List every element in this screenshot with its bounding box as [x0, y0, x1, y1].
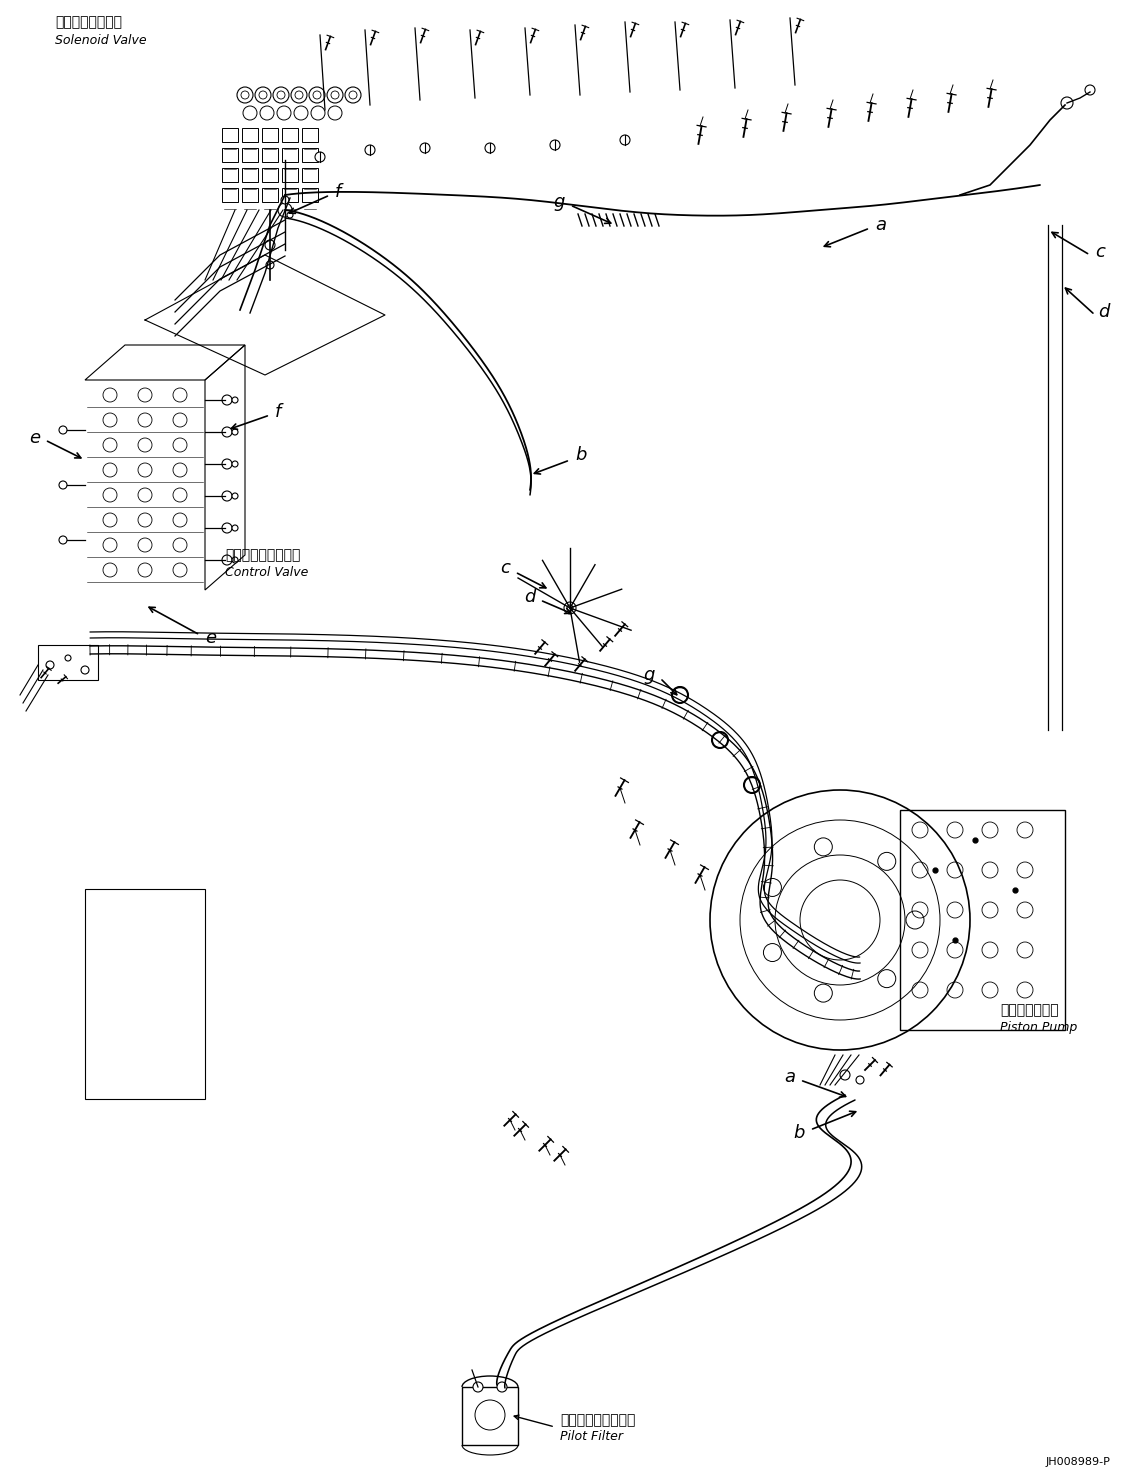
Text: e: e: [29, 429, 40, 447]
Circle shape: [287, 211, 293, 217]
Text: Piston Pump: Piston Pump: [1000, 1022, 1077, 1034]
Text: Pilot Filter: Pilot Filter: [560, 1430, 623, 1444]
Circle shape: [840, 1069, 850, 1080]
Bar: [302, 188, 318, 203]
Text: コントロールバルブ: コントロールバルブ: [225, 549, 301, 562]
Circle shape: [222, 524, 232, 532]
Circle shape: [265, 240, 275, 250]
Circle shape: [81, 666, 89, 674]
Circle shape: [550, 141, 560, 149]
Circle shape: [365, 145, 375, 155]
Bar: [242, 148, 258, 163]
Circle shape: [232, 558, 238, 563]
Text: d: d: [1098, 303, 1110, 321]
Circle shape: [232, 429, 238, 435]
Text: ソレノイドバルブ: ソレノイドバルブ: [55, 15, 122, 30]
Bar: [282, 129, 298, 142]
Circle shape: [419, 143, 430, 152]
Circle shape: [232, 525, 238, 531]
Circle shape: [620, 135, 630, 145]
Text: g: g: [553, 192, 565, 211]
Text: c: c: [1095, 243, 1105, 260]
Text: ピストンポンプ: ピストンポンプ: [1000, 1003, 1058, 1018]
Text: b: b: [575, 447, 586, 464]
Text: d: d: [525, 589, 536, 606]
Circle shape: [281, 197, 289, 204]
Circle shape: [1061, 98, 1073, 109]
Text: c: c: [501, 559, 510, 577]
Bar: [222, 169, 238, 182]
Bar: [462, 1387, 518, 1445]
Bar: [282, 188, 298, 203]
Text: JH008989-P: JH008989-P: [1045, 1457, 1110, 1467]
Bar: [262, 129, 278, 142]
Text: a: a: [784, 1068, 796, 1086]
Text: パイロットフィルタ: パイロットフィルタ: [560, 1412, 636, 1427]
Text: e: e: [205, 629, 216, 646]
Circle shape: [65, 655, 71, 661]
Bar: [302, 169, 318, 182]
Bar: [262, 148, 278, 163]
Bar: [262, 188, 278, 203]
Circle shape: [232, 493, 238, 498]
Bar: [282, 148, 298, 163]
Bar: [302, 129, 318, 142]
Text: g: g: [644, 666, 655, 683]
Circle shape: [59, 535, 67, 544]
Circle shape: [485, 143, 495, 152]
Circle shape: [222, 555, 232, 565]
Bar: [222, 148, 238, 163]
Circle shape: [473, 1381, 483, 1392]
Bar: [242, 129, 258, 142]
Text: Control Valve: Control Valve: [225, 566, 309, 580]
Text: a: a: [876, 216, 886, 234]
Circle shape: [59, 481, 67, 490]
Text: Solenoid Valve: Solenoid Valve: [55, 34, 146, 46]
Circle shape: [59, 426, 67, 433]
Circle shape: [497, 1381, 507, 1392]
Circle shape: [222, 395, 232, 405]
Bar: [242, 188, 258, 203]
Bar: [242, 169, 258, 182]
Circle shape: [856, 1077, 864, 1084]
Circle shape: [1085, 84, 1095, 95]
Circle shape: [46, 661, 54, 669]
Bar: [900, 810, 1065, 1029]
Bar: [222, 188, 238, 203]
Bar: [222, 129, 238, 142]
Text: f: f: [275, 402, 281, 422]
Bar: [262, 169, 278, 182]
Bar: [38, 645, 98, 680]
Circle shape: [232, 396, 238, 402]
Bar: [302, 148, 318, 163]
Circle shape: [222, 458, 232, 469]
Text: b: b: [793, 1124, 805, 1142]
Circle shape: [266, 260, 274, 269]
Circle shape: [222, 427, 232, 436]
Circle shape: [315, 152, 325, 163]
Circle shape: [222, 491, 232, 501]
Text: f: f: [335, 183, 342, 201]
Circle shape: [232, 461, 238, 467]
Bar: [282, 169, 298, 182]
